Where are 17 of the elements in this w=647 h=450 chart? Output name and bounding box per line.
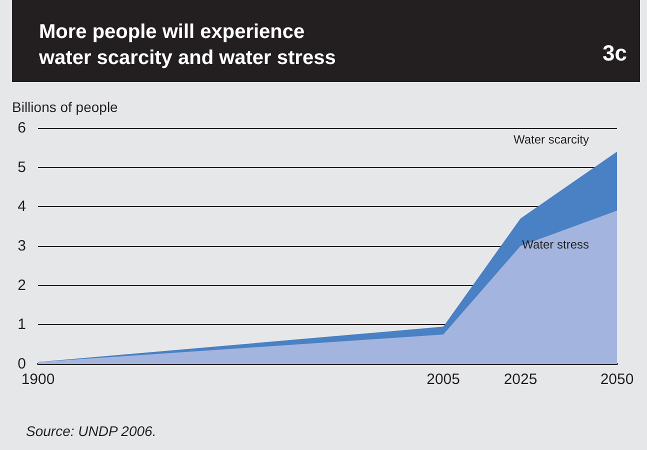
y-tick-label: 1	[18, 316, 26, 334]
y-tick-label: 6	[18, 120, 26, 136]
y-tick-label: 4	[18, 198, 26, 216]
source-note: Source: UNDP 2006.	[26, 423, 156, 439]
x-tick-label: 2050	[600, 371, 634, 388]
x-tick-label: 2025	[504, 371, 538, 388]
series-label: Water scarcity	[513, 132, 589, 147]
x-tick-label: 2005	[426, 371, 460, 388]
y-tick-label: 3	[18, 238, 26, 254]
y-tick-label: 5	[18, 158, 26, 176]
x-tick-label: 1900	[21, 371, 55, 388]
y-axis-title: Billions of people	[12, 99, 118, 115]
text: 3c	[602, 40, 628, 66]
chart-title: More people will experience water scarcity and water stress	[38, 21, 336, 69]
series-label: Water stress	[522, 238, 589, 252]
y-tick-label: 2	[18, 276, 26, 294]
y-tick-label: 0	[18, 356, 26, 372]
